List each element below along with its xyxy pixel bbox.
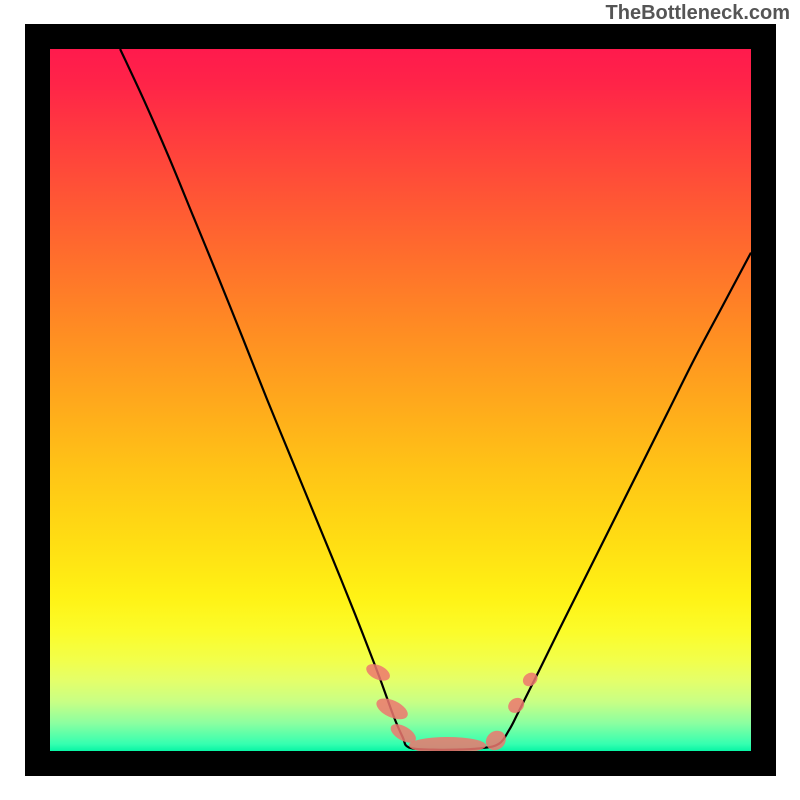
data-blob [505,695,527,716]
data-blob [409,737,486,751]
plot-area [25,24,776,776]
blob-group [364,661,540,751]
watermark-text: TheBottleneck.com [606,2,790,25]
data-blob [373,694,411,723]
data-blob [364,661,393,684]
v-curve [120,49,751,750]
curve-overlay [50,49,751,751]
chart-container: TheBottleneck.com [0,0,800,800]
